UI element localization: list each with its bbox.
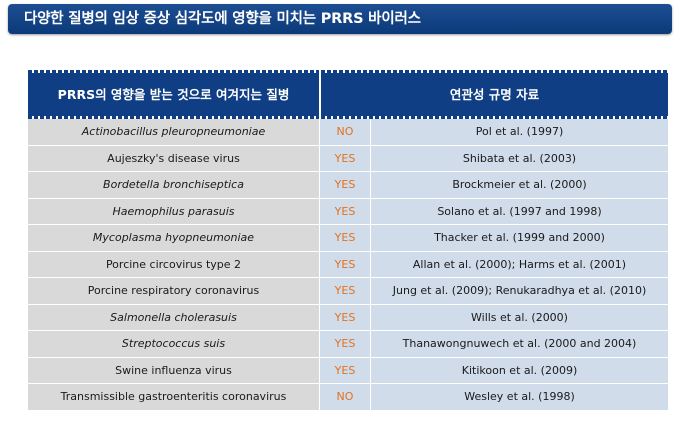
reference-cell: Thacker et al. (1999 and 2000) [371,225,668,251]
reference-cell: Wills et al. (2000) [371,304,668,330]
reference-cell: Pol et al. (1997) [371,119,668,145]
table-row: Salmonella cholerasuis YES Wills et al. (2… [28,304,668,331]
association-cell: YES [320,278,370,304]
association-cell: YES [320,198,370,224]
disease-cell: Aujeszky's disease virus [28,145,319,171]
association-cell: YES [320,331,370,357]
header-disease-label: PRRS의 영향을 받는 것으로 여겨지는 질병 [57,87,290,102]
disease-cell: Mycoplasma hyopneumoniae [28,225,319,251]
reference-cell: Wesley et al. (1998) [371,384,668,410]
disease-cell: Swine influenza virus [28,357,319,383]
disease-cell: Salmonella cholerasuis [28,304,319,330]
reference-cell: Thanawongnuwech et al. (2000 and 2004) [371,331,668,357]
table-row: Bordetella bronchiseptica YES Brockmeier e… [28,172,668,199]
table-row: Transmissible gastroenteritis coronaviru… [28,384,668,411]
header-reference-label: 연관성 규명 자료 [449,87,540,102]
association-cell: YES [320,225,370,251]
disease-cell: Porcine respiratory coronavirus [28,278,319,304]
table-row: Mycoplasma hyopneumoniae YES Thacker et al… [28,225,668,252]
disease-cell: Actinobacillus pleuropneumoniae [28,119,319,145]
reference-cell: Brockmeier et al. (2000) [371,172,668,198]
disease-cell: Transmissible gastroenteritis coronaviru… [28,384,319,410]
reference-cell: Jung et al. (2009); Renukaradhya et al. … [371,278,668,304]
reference-cell: Allan et al. (2000); Harms et al. (2001) [371,251,668,277]
reference-cell: Solano et al. (1997 and 1998) [371,198,668,224]
table-row: Aujeszky's disease virus YES Shibata et al… [28,145,668,172]
reference-cell: Shibata et al. (2003) [371,145,668,171]
table-row: Swine influenza virus YES Kitikoon et al. … [28,357,668,384]
title-banner: 다양한 질병의 임상 증상 심각도에 영향을 미치는 PRRS 바이러스 [8,4,672,34]
association-cell: YES [320,251,370,277]
banner-title: 다양한 질병의 임상 증상 심각도에 영향을 미치는 PRRS 바이러스 [24,11,421,27]
association-cell: YES [320,145,370,171]
association-cell: YES [320,304,370,330]
table-body: Actinobacillus pleuropneumoniae NO Pol et … [28,119,668,411]
table-header: PRRS의 영향을 받는 것으로 여겨지는 질병 연관성 규명 자료 [28,70,668,119]
table-row: Porcine circovirus type 2 YES Allan et al.… [28,251,668,278]
header-reference: 연관성 규명 자료 [321,70,668,119]
table-row: Actinobacillus pleuropneumoniae NO Pol et … [28,119,668,146]
association-cell: NO [320,384,370,410]
association-cell: YES [320,172,370,198]
disease-cell: Haemophilus parasuis [28,198,319,224]
association-cell: NO [320,119,370,145]
header-disease: PRRS의 영향을 받는 것으로 여겨지는 질병 [28,70,319,119]
disease-table: PRRS의 영향을 받는 것으로 여겨지는 질병 연관성 규명 자료 Actin… [28,70,668,411]
table-row: Streptococcus suis YES Thanawongnuwech et … [28,331,668,358]
disease-cell: Streptococcus suis [28,331,319,357]
disease-cell: Bordetella bronchiseptica [28,172,319,198]
disease-cell: Porcine circovirus type 2 [28,251,319,277]
table-row: Porcine respiratory coronavirus YES Jung e… [28,278,668,305]
reference-cell: Kitikoon et al. (2009) [371,357,668,383]
table-row: Haemophilus parasuis YES Solano et al. (19… [28,198,668,225]
association-cell: YES [320,357,370,383]
